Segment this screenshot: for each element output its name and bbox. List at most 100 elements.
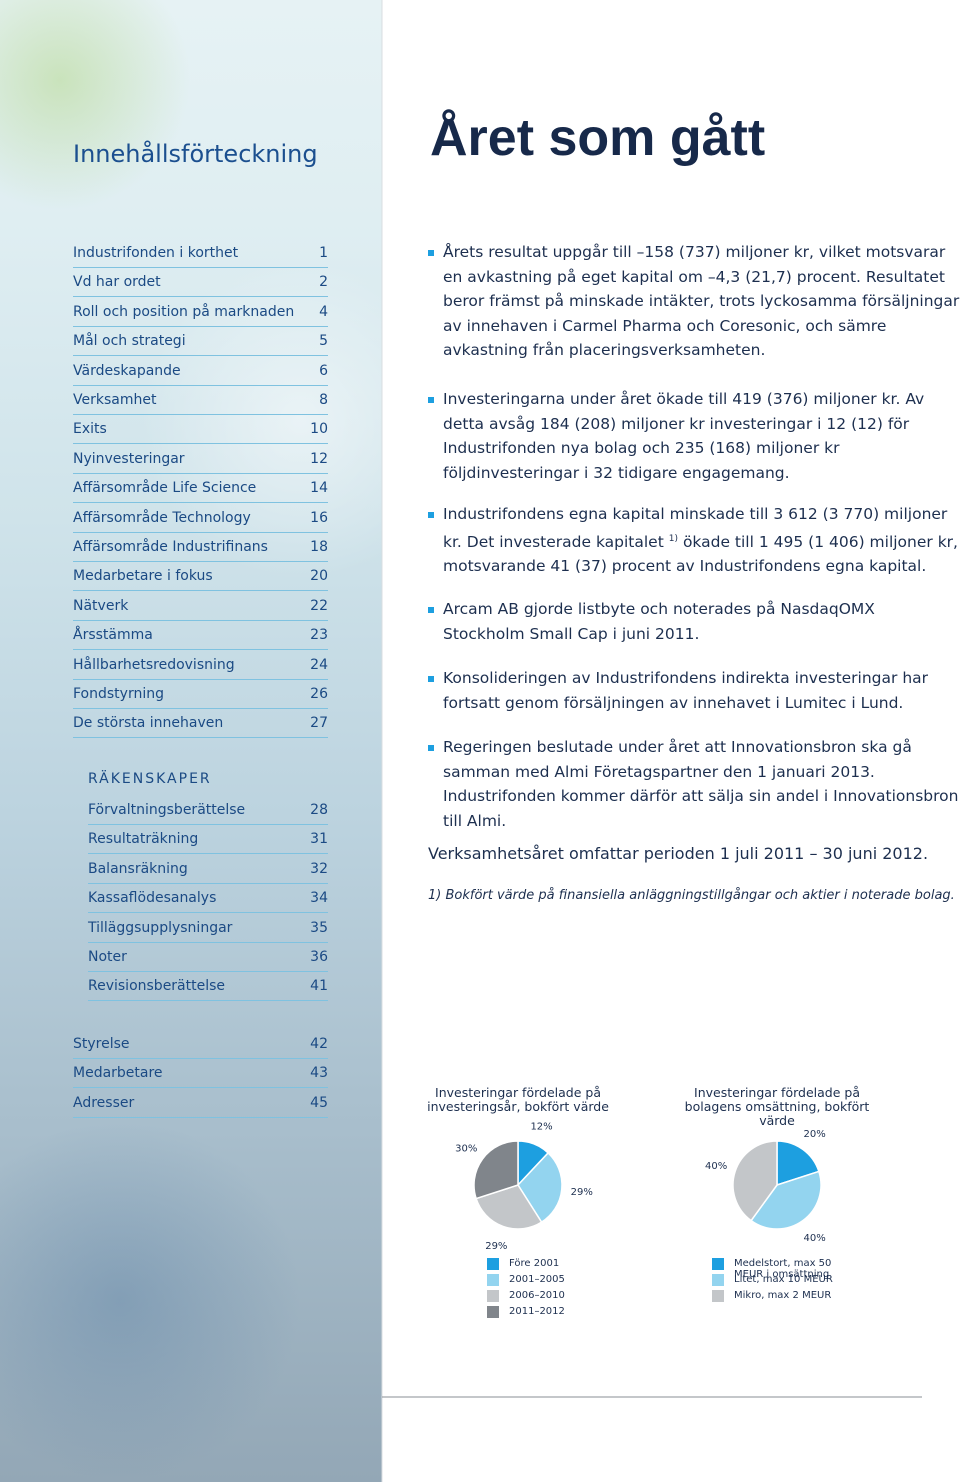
- bullet-text: Investeringarna under året ökade till 41…: [443, 390, 925, 482]
- toc-row: Adresser 45: [73, 1089, 328, 1118]
- bullet: Investeringarna under året ökade till 41…: [428, 387, 960, 485]
- toc-row: Tilläggsupplysningar 35: [88, 914, 328, 943]
- slice-label: 40%: [804, 1233, 826, 1244]
- toc-page: 41: [310, 978, 328, 995]
- toc-row: Industrifonden i korthet 1: [73, 239, 328, 268]
- toc-row: Värdeskapande 6: [73, 357, 328, 386]
- toc-label: Balansräkning: [88, 860, 188, 877]
- toc-row: Resultaträkning 31: [88, 825, 328, 855]
- toc-row: Kassaflödesanalys 34: [88, 884, 328, 914]
- period-note: Verksamhetsåret omfattar perioden 1 juli…: [428, 844, 929, 863]
- page-title: Året som gått: [430, 109, 766, 167]
- toc-page: 43: [310, 1065, 328, 1082]
- legend-swatch: [487, 1306, 499, 1318]
- toc-row: Styrelse 42: [73, 1030, 328, 1059]
- legend-label: 2006–2010: [509, 1290, 565, 1301]
- bullet: Arcam AB gjorde listbyte och noterades p…: [428, 597, 960, 646]
- legend-item: Före 2001: [487, 1258, 637, 1270]
- bullet-text: Regeringen beslutade under året att Inno…: [443, 738, 959, 830]
- toc-row: Mål och strategi 5: [73, 327, 328, 357]
- toc-page: 28: [310, 802, 328, 818]
- legend-swatch: [712, 1274, 724, 1286]
- toc-label: Revisionsberättelse: [88, 978, 226, 995]
- toc-row: Fondstyrning 26: [73, 680, 328, 709]
- toc-page: 20: [310, 568, 328, 585]
- toc-label: Mål och strategi: [73, 333, 186, 350]
- toc-row: Nätverk 22: [73, 592, 328, 621]
- legend-label: Mikro, max 2 MEUR: [734, 1290, 832, 1301]
- toc-label: Resultaträkning: [88, 831, 199, 848]
- toc-label: Verksamhet: [73, 392, 157, 408]
- toc-page: 36: [310, 949, 328, 965]
- toc-label: Affärsområde Technology: [73, 509, 251, 526]
- bullet: Konsolideringen av Industrifondens indir…: [428, 666, 960, 715]
- toc-row: Affärsområde Industrifinans 18: [73, 533, 328, 562]
- toc-page: 5: [319, 333, 328, 350]
- toc-page: 32: [310, 860, 328, 877]
- toc-row: Balansräkning 32: [88, 855, 328, 884]
- toc-row: Verksamhet 8: [73, 386, 328, 415]
- toc-row: Exits 10: [73, 415, 328, 445]
- toc-section-heading: RÄKENSKAPER: [88, 771, 212, 787]
- toc-page: 16: [310, 509, 328, 526]
- toc-row: Affärsområde Life Science 14: [73, 474, 328, 504]
- toc-page: 4: [319, 303, 328, 320]
- toc-row: Nyinvesteringar 12: [73, 445, 328, 474]
- legend-item: Mikro, max 2 MEUR: [712, 1290, 862, 1302]
- legend-item: 2001–2005: [487, 1274, 637, 1286]
- toc-label: Industrifonden i korthet: [73, 245, 239, 261]
- toc-page: 26: [310, 686, 328, 702]
- slice-label: 20%: [804, 1129, 826, 1140]
- pie-slice: [473, 1140, 519, 1200]
- toc-row: Roll och position på marknaden 4: [73, 298, 328, 327]
- toc-page: 42: [310, 1036, 328, 1052]
- toc-page: 34: [310, 890, 328, 907]
- bullet-text: Konsolideringen av Industrifondens indir…: [443, 669, 929, 712]
- toc-row: Hållbarhetsredovisning 24: [73, 651, 328, 680]
- legend-swatch: [487, 1290, 499, 1302]
- legend-label: Litet, max 10 MEUR: [734, 1274, 833, 1285]
- pie-slice: [517, 1151, 563, 1224]
- footnote-ref: 1): [668, 533, 678, 544]
- toc-label: Noter: [88, 949, 127, 965]
- toc-page: 24: [310, 656, 328, 673]
- pie-slice: [776, 1140, 820, 1187]
- slice-label: 29%: [485, 1241, 507, 1252]
- pie-slice: [475, 1184, 543, 1230]
- toc-row: Årsstämma 23: [73, 621, 328, 651]
- toc-label: Adresser: [73, 1094, 135, 1111]
- slice-label: 12%: [530, 1121, 552, 1132]
- legend-item: Medelstort, max 50 MEUR i omsättning: [712, 1258, 862, 1280]
- toc-page: 2: [319, 274, 328, 291]
- toc-label: Styrelse: [73, 1036, 130, 1052]
- toc-page: 12: [310, 450, 328, 467]
- toc-row: Noter 36: [88, 943, 328, 972]
- slice-label: 40%: [705, 1161, 727, 1172]
- toc-label: Medarbetare i fokus: [73, 568, 213, 585]
- toc-row: Medarbetare i fokus 20: [73, 562, 328, 592]
- toc-label: Fondstyrning: [73, 686, 164, 702]
- bullet: Regeringen beslutade under året att Inno…: [428, 735, 960, 833]
- toc-page: 27: [310, 715, 328, 732]
- bullet: Årets resultat uppgår till –158 (737) mi…: [428, 240, 960, 363]
- toc-row: Vd har ordet 2: [73, 268, 328, 298]
- toc-label: Hållbarhetsredovisning: [73, 656, 235, 673]
- toc-row: Revisionsberättelse 41: [88, 972, 328, 1002]
- slice-label: 29%: [571, 1187, 593, 1198]
- bullet-text: ökade till 1 495 (1 406) miljoner kr, mo…: [443, 532, 958, 576]
- toc-row: Förvaltningsberättelse 28: [88, 796, 328, 825]
- toc-label: Roll och position på marknaden: [73, 303, 295, 320]
- toc-page: 18: [310, 539, 328, 555]
- legend-label: 2001–2005: [509, 1274, 565, 1285]
- toc-page: 10: [310, 421, 328, 438]
- toc-label: De största innehaven: [73, 715, 224, 732]
- toc-label: Exits: [73, 421, 107, 438]
- bullet-text: Årets resultat uppgår till –158 (737) mi…: [443, 243, 960, 359]
- toc-label: Värdeskapande: [73, 362, 181, 379]
- legend-swatch: [487, 1258, 499, 1270]
- legend-item: 2006–2010: [487, 1290, 637, 1302]
- footnote: 1) Bokfört värde på finansiella anläggni…: [428, 888, 955, 903]
- toc-page: 23: [310, 627, 328, 644]
- toc-row: Affärsområde Technology 16: [73, 504, 328, 533]
